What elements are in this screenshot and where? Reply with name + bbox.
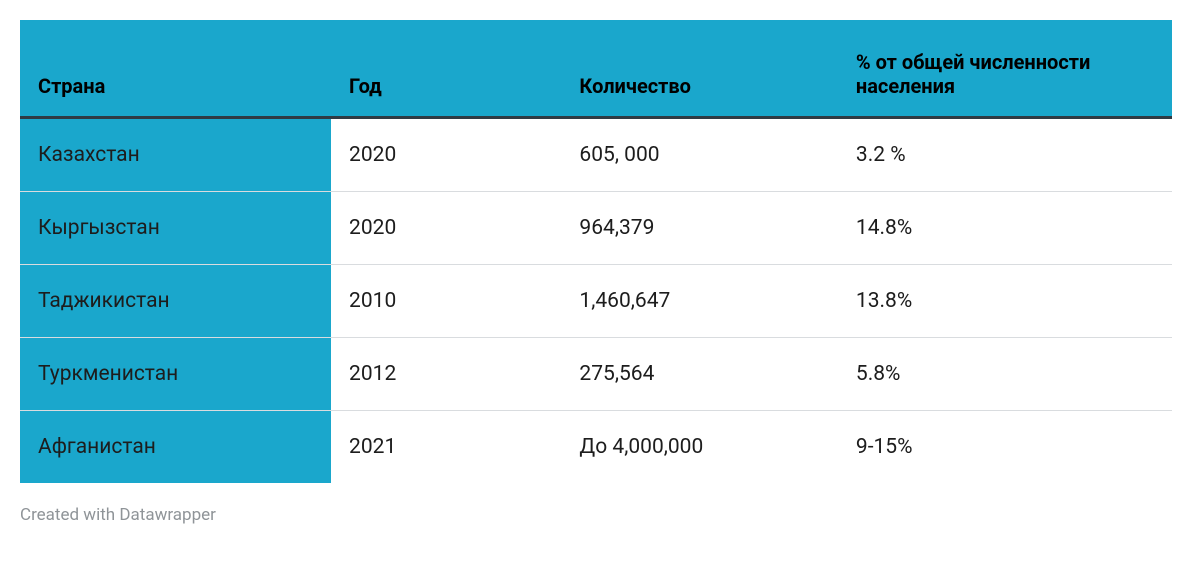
table-header-row: Страна Год Количество % от общей численн… <box>20 20 1172 118</box>
data-table: Страна Год Количество % от общей численн… <box>20 20 1172 483</box>
cell-percent: 5.8% <box>838 338 1172 411</box>
cell-country: Туркменистан <box>20 338 331 411</box>
table-row: Таджикистан 2010 1,460,647 13.8% <box>20 265 1172 338</box>
cell-percent: 13.8% <box>838 265 1172 338</box>
cell-year: 2020 <box>331 118 561 192</box>
table-row: Кыргызстан 2020 964,379 14.8% <box>20 192 1172 265</box>
cell-country: Кыргызстан <box>20 192 331 265</box>
cell-quantity: 1,460,647 <box>561 265 837 338</box>
cell-percent: 3.2 % <box>838 118 1172 192</box>
cell-country: Таджикистан <box>20 265 331 338</box>
column-header-year: Год <box>331 20 561 118</box>
cell-percent: 9-15% <box>838 411 1172 484</box>
table-row: Афганистан 2021 До 4,000,000 9-15% <box>20 411 1172 484</box>
cell-quantity: До 4,000,000 <box>561 411 837 484</box>
attribution-text: Created with Datawrapper <box>20 505 1172 525</box>
table-row: Туркменистан 2012 275,564 5.8% <box>20 338 1172 411</box>
column-header-country: Страна <box>20 20 331 118</box>
cell-country: Казахстан <box>20 118 331 192</box>
table-row: Казахстан 2020 605, 000 3.2 % <box>20 118 1172 192</box>
column-header-quantity: Количество <box>561 20 837 118</box>
cell-year: 2021 <box>331 411 561 484</box>
cell-year: 2012 <box>331 338 561 411</box>
cell-quantity: 964,379 <box>561 192 837 265</box>
cell-percent: 14.8% <box>838 192 1172 265</box>
cell-year: 2010 <box>331 265 561 338</box>
cell-country: Афганистан <box>20 411 331 484</box>
cell-year: 2020 <box>331 192 561 265</box>
column-header-percent: % от общей численности населения <box>838 20 1172 118</box>
data-table-wrapper: Страна Год Количество % от общей численн… <box>20 20 1172 525</box>
cell-quantity: 275,564 <box>561 338 837 411</box>
cell-quantity: 605, 000 <box>561 118 837 192</box>
